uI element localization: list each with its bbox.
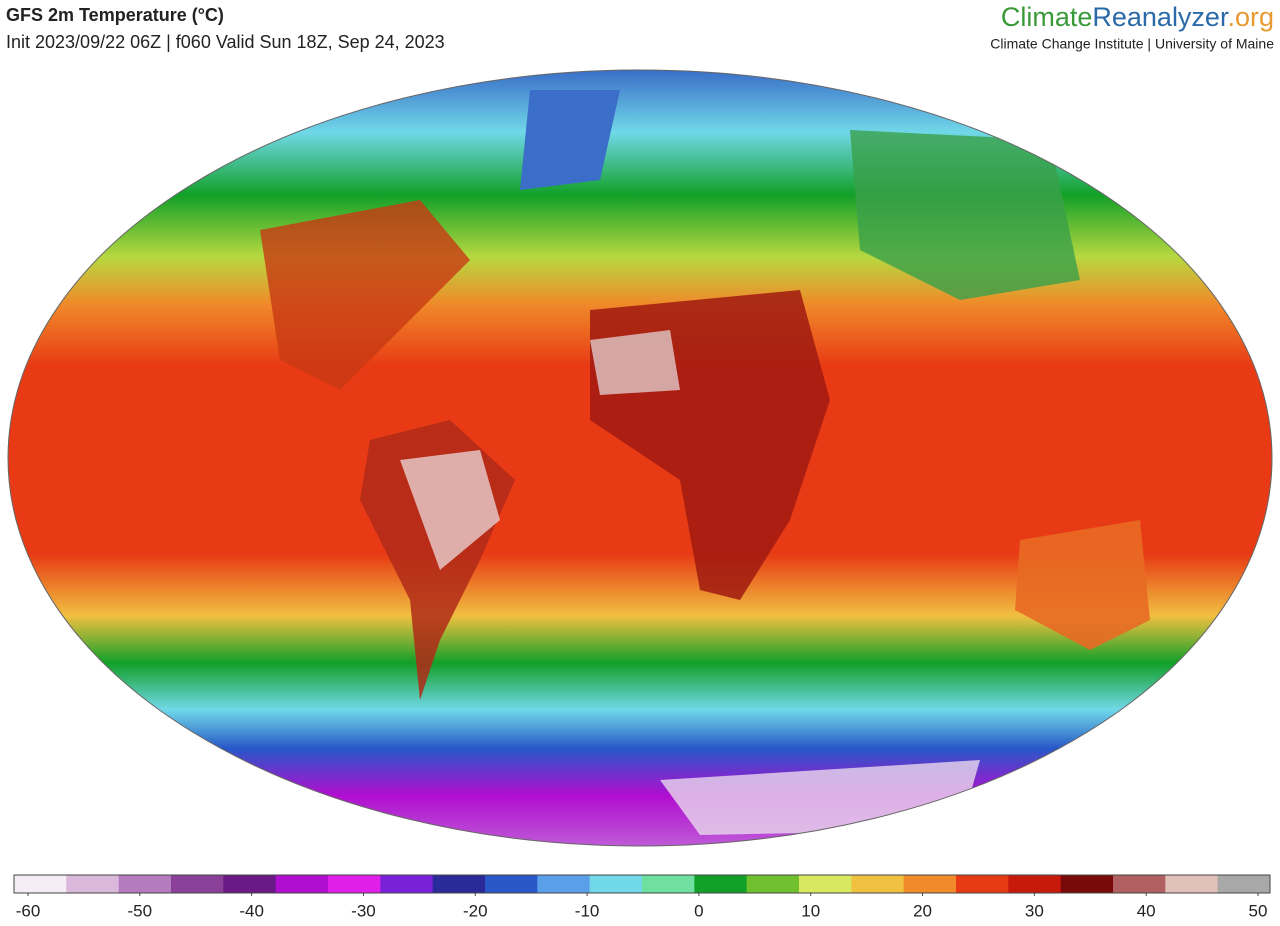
colorbar-swatch — [485, 875, 538, 893]
colorbar-swatch — [14, 875, 67, 893]
colorbar-swatch — [118, 875, 172, 893]
colorbar-tick-label: -60 — [16, 901, 41, 920]
colorbar-tick-label: 0 — [694, 901, 703, 920]
colorbar-tick-label: -40 — [239, 901, 264, 920]
colorbar-swatch — [694, 875, 748, 893]
north-america — [260, 200, 470, 390]
subtitle: Init 2023/09/22 06Z | f060 Valid Sun 18Z… — [6, 32, 445, 52]
logo-tagline: Climate Change Institute | University of… — [990, 36, 1274, 52]
colorbar-swatch — [66, 875, 120, 893]
map-border — [7, 69, 1273, 847]
brazil-hot — [400, 450, 500, 570]
colorbar-swatch — [380, 875, 434, 893]
colorbar-tick-label: 20 — [913, 901, 932, 920]
sahara-hot — [590, 330, 680, 395]
colorbar-swatch — [1008, 875, 1062, 893]
colorbar-tick-label: -20 — [463, 901, 488, 920]
colorbar-swatch — [956, 875, 1009, 893]
colorbar-tick-label: 40 — [1137, 901, 1156, 920]
colorbar-tick-label: -50 — [128, 901, 153, 920]
colorbar-swatch — [223, 875, 277, 893]
logo-part: .org — [1227, 2, 1274, 32]
colorbar-tick-label: -10 — [575, 901, 600, 920]
colorbar-tick-label: -30 — [351, 901, 376, 920]
colorbar-swatch — [1165, 875, 1219, 893]
colorbar-swatch — [851, 875, 905, 893]
australia — [1015, 520, 1150, 650]
colorbar-swatch — [746, 875, 800, 893]
colorbar: -60 -50 -40 -30 -20 -10 0 10 20 30 40 50 — [14, 875, 1271, 920]
colorbar-border — [13, 874, 1271, 894]
asia — [850, 130, 1080, 300]
logo-part: Climate — [1001, 2, 1093, 32]
colorbar-tick-label: 10 — [801, 901, 820, 920]
temperature-field — [8, 70, 1272, 846]
title: GFS 2m Temperature (°C) — [6, 5, 224, 25]
colorbar-swatch — [589, 875, 643, 893]
colorbar-swatch — [432, 875, 486, 893]
colorbar-swatch — [903, 875, 957, 893]
logo-part: Reanalyzer — [1092, 2, 1229, 32]
colorbar-tick-label: 50 — [1249, 901, 1268, 920]
colorbar-swatch — [1113, 875, 1166, 893]
colorbar-swatch — [1060, 875, 1114, 893]
colorbar-swatch — [275, 875, 329, 893]
colorbar-swatch — [642, 875, 695, 893]
logo: ClimateReanalyzer.org — [1001, 2, 1274, 32]
colorbar-swatch — [1217, 875, 1271, 893]
map — [8, 70, 1272, 846]
colorbar-tick-label: 30 — [1025, 901, 1044, 920]
greenland — [520, 90, 620, 190]
colorbar-swatch — [171, 875, 224, 893]
colorbar-swatch — [799, 875, 852, 893]
colorbar-swatch — [537, 875, 591, 893]
colorbar-swatch — [328, 875, 381, 893]
